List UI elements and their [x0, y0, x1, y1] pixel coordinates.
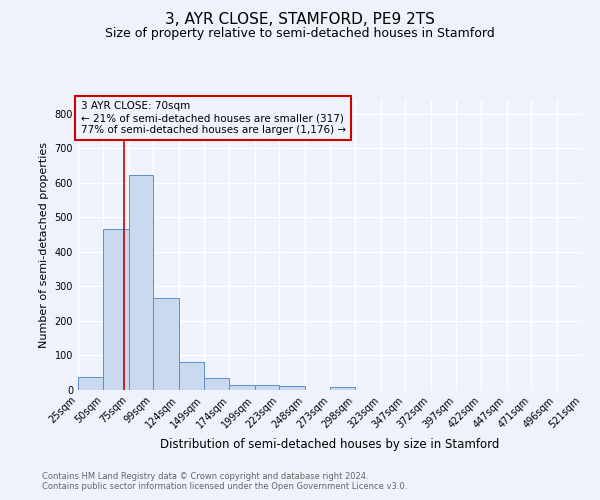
Bar	[129, 175, 153, 390]
Bar	[330, 387, 355, 390]
Bar	[78, 377, 103, 390]
Bar	[204, 378, 229, 390]
Text: Contains public sector information licensed under the Open Government Licence v3: Contains public sector information licen…	[42, 482, 407, 491]
Text: Contains HM Land Registry data © Crown copyright and database right 2024.: Contains HM Land Registry data © Crown c…	[42, 472, 368, 481]
X-axis label: Distribution of semi-detached houses by size in Stamford: Distribution of semi-detached houses by …	[160, 438, 500, 451]
Bar	[255, 385, 279, 390]
Text: 3, AYR CLOSE, STAMFORD, PE9 2TS: 3, AYR CLOSE, STAMFORD, PE9 2TS	[165, 12, 435, 28]
Bar	[229, 385, 255, 390]
Text: Size of property relative to semi-detached houses in Stamford: Size of property relative to semi-detach…	[105, 28, 495, 40]
Bar	[103, 230, 129, 390]
Text: 3 AYR CLOSE: 70sqm
← 21% of semi-detached houses are smaller (317)
77% of semi-d: 3 AYR CLOSE: 70sqm ← 21% of semi-detache…	[80, 102, 346, 134]
Bar	[279, 386, 305, 390]
Bar	[179, 362, 204, 390]
Y-axis label: Number of semi-detached properties: Number of semi-detached properties	[39, 142, 49, 348]
Bar	[153, 298, 179, 390]
